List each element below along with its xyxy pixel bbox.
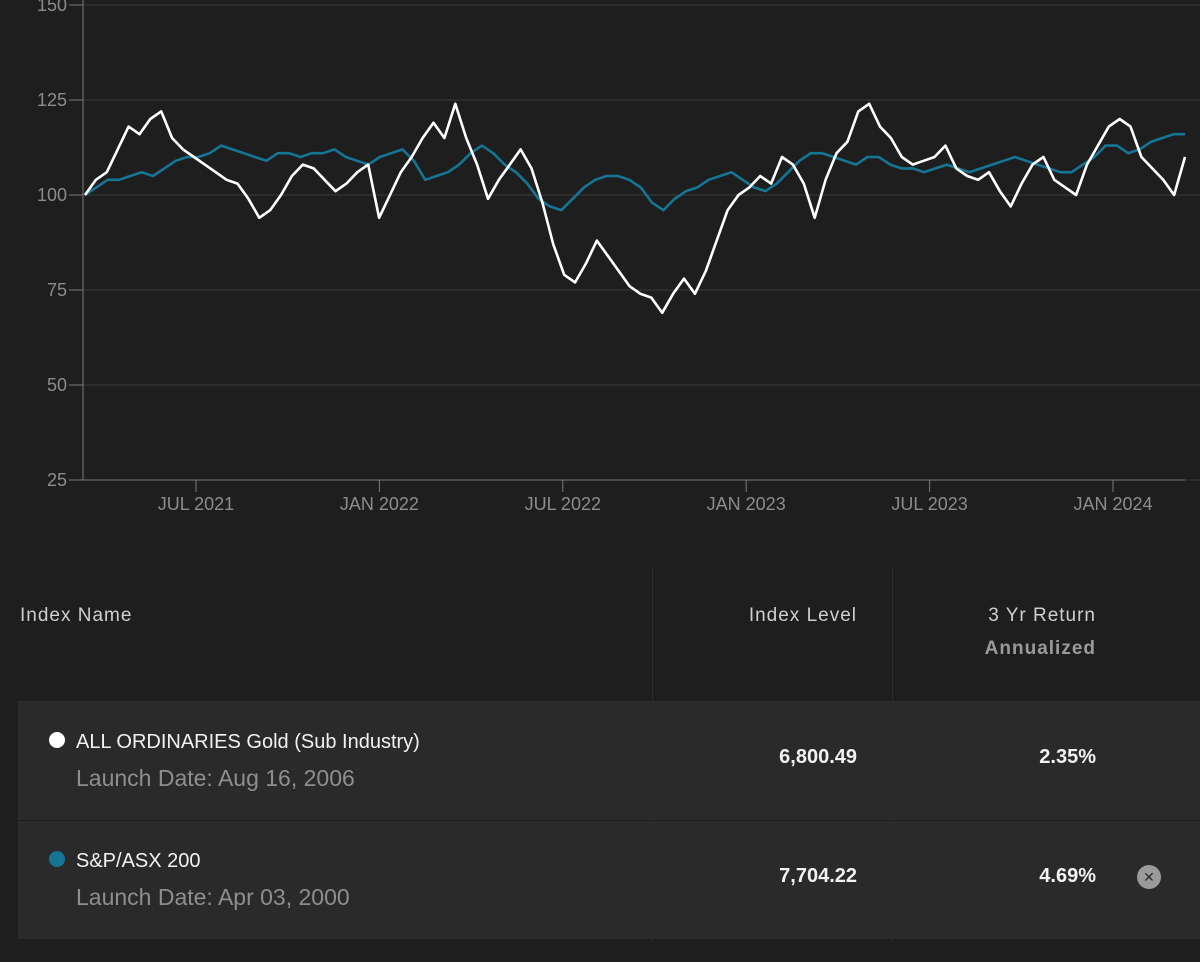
series-line-all-ordinaries-gold: [83, 102, 1187, 315]
index-performance-chart: 150 125 100 75 50 25 JUL 2021 JAN 2022 JUL 2022…: [37, 0, 1200, 514]
x-tick-label: JUL 2023: [891, 494, 967, 514]
y-tick-label: 125: [37, 90, 67, 110]
launch-date: Launch Date: Aug 16, 2006: [76, 765, 355, 791]
header-return: 3 Yr Return: [988, 605, 1096, 626]
y-tick-label: 25: [47, 470, 67, 490]
header-index-level: Index Level: [748, 605, 857, 626]
header-return-annualized: Annualized: [984, 638, 1096, 659]
index-level-value: 6,800.49: [779, 746, 857, 768]
x-tick-label: JAN 2024: [1073, 494, 1152, 514]
x-tick-label: JUL 2022: [525, 494, 601, 514]
series-line-asx-200: [84, 132, 1185, 212]
index-table: Index Name Index Level 3 Yr Return Annua…: [18, 567, 1200, 942]
y-tick-label: 100: [37, 185, 67, 205]
launch-date: Launch Date: Apr 03, 2000: [76, 884, 350, 910]
table-row: ALL ORDINARIES Gold (Sub Industry) Launc…: [18, 702, 1200, 821]
table-row: S&P/ASX 200 Launch Date: Apr 03, 2000 7,…: [18, 821, 1200, 940]
series-dot-white: [49, 732, 65, 748]
index-level-value: 7,704.22: [779, 865, 857, 887]
index-name: ALL ORDINARIES Gold (Sub Industry): [76, 731, 420, 753]
y-tick-label: 50: [47, 375, 67, 395]
y-tick-label: 75: [47, 280, 67, 300]
index-name: S&P/ASX 200: [76, 850, 201, 872]
table-header: Index Name Index Level 3 Yr Return Annua…: [18, 567, 1200, 702]
return-value: 4.69%: [1039, 865, 1096, 887]
series-dot-teal: [49, 851, 65, 867]
y-tick-label: 150: [37, 0, 67, 15]
x-tick-label: JAN 2022: [340, 494, 419, 514]
header-index-name: Index Name: [20, 605, 133, 626]
x-tick-label: JAN 2023: [707, 494, 786, 514]
column-divider: [652, 567, 653, 942]
column-divider: [892, 567, 893, 942]
close-icon[interactable]: ✕: [1137, 865, 1161, 889]
x-tick-label: JUL 2021: [158, 494, 234, 514]
return-value: 2.35%: [1039, 746, 1096, 768]
